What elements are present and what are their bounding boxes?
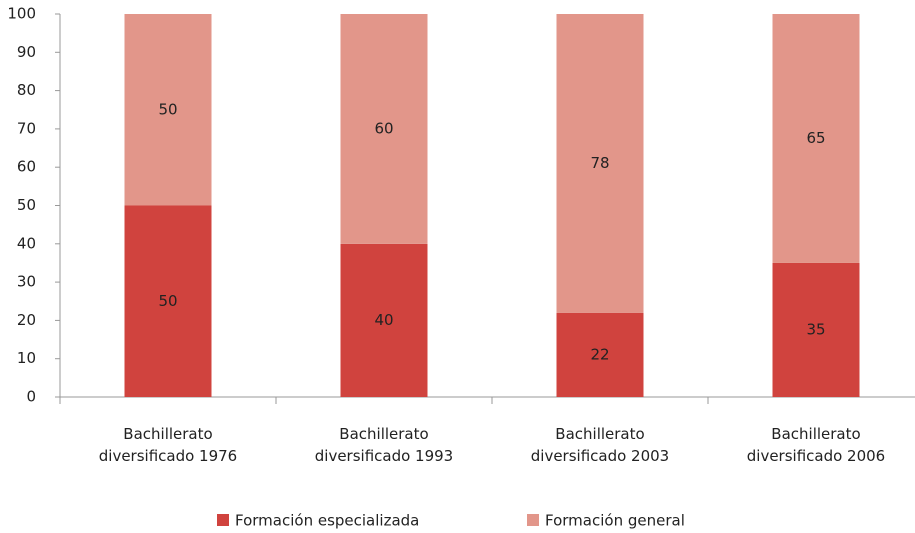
x-tick-label: Bachillerato diversificado 1993 bbox=[315, 425, 453, 465]
data-label: 60 bbox=[374, 119, 393, 137]
bar-segment bbox=[124, 205, 212, 397]
y-tick-label: 100 bbox=[7, 5, 36, 23]
bar-segment bbox=[772, 262, 860, 397]
y-tick-label: 30 bbox=[17, 273, 36, 291]
bar-segment bbox=[124, 14, 212, 206]
y-tick-label: 90 bbox=[17, 43, 36, 61]
legend-swatch bbox=[527, 514, 539, 526]
x-tick-label: Bachillerato diversificado 2003 bbox=[531, 425, 669, 465]
bar-segment bbox=[340, 14, 428, 244]
y-tick-label: 70 bbox=[17, 119, 36, 137]
bar-segment bbox=[556, 14, 644, 313]
y-tick-label: 50 bbox=[17, 196, 36, 214]
y-tick-label: 20 bbox=[17, 311, 36, 329]
y-tick-label: 0 bbox=[26, 388, 36, 406]
bar-segment bbox=[340, 243, 428, 397]
bar-segment bbox=[772, 14, 860, 263]
y-tick-label: 80 bbox=[17, 81, 36, 99]
y-tick-label: 10 bbox=[17, 349, 36, 367]
data-label: 40 bbox=[374, 311, 393, 329]
bar-segment bbox=[556, 312, 644, 397]
x-tick-label: Bachillerato diversificado 2006 bbox=[747, 425, 885, 465]
legend-label: Formación especializada bbox=[235, 512, 419, 530]
legend-label: Formación general bbox=[545, 512, 685, 530]
y-tick-label: 60 bbox=[17, 158, 36, 176]
legend-swatch bbox=[217, 514, 229, 526]
data-label: 50 bbox=[158, 292, 177, 310]
data-label: 50 bbox=[158, 100, 177, 118]
y-tick-label: 40 bbox=[17, 234, 36, 252]
data-label: 65 bbox=[806, 129, 825, 147]
data-label: 35 bbox=[806, 320, 825, 338]
data-label: 78 bbox=[590, 154, 609, 172]
data-label: 22 bbox=[590, 345, 609, 363]
x-tick-label: Bachillerato diversificado 1976 bbox=[99, 425, 237, 465]
